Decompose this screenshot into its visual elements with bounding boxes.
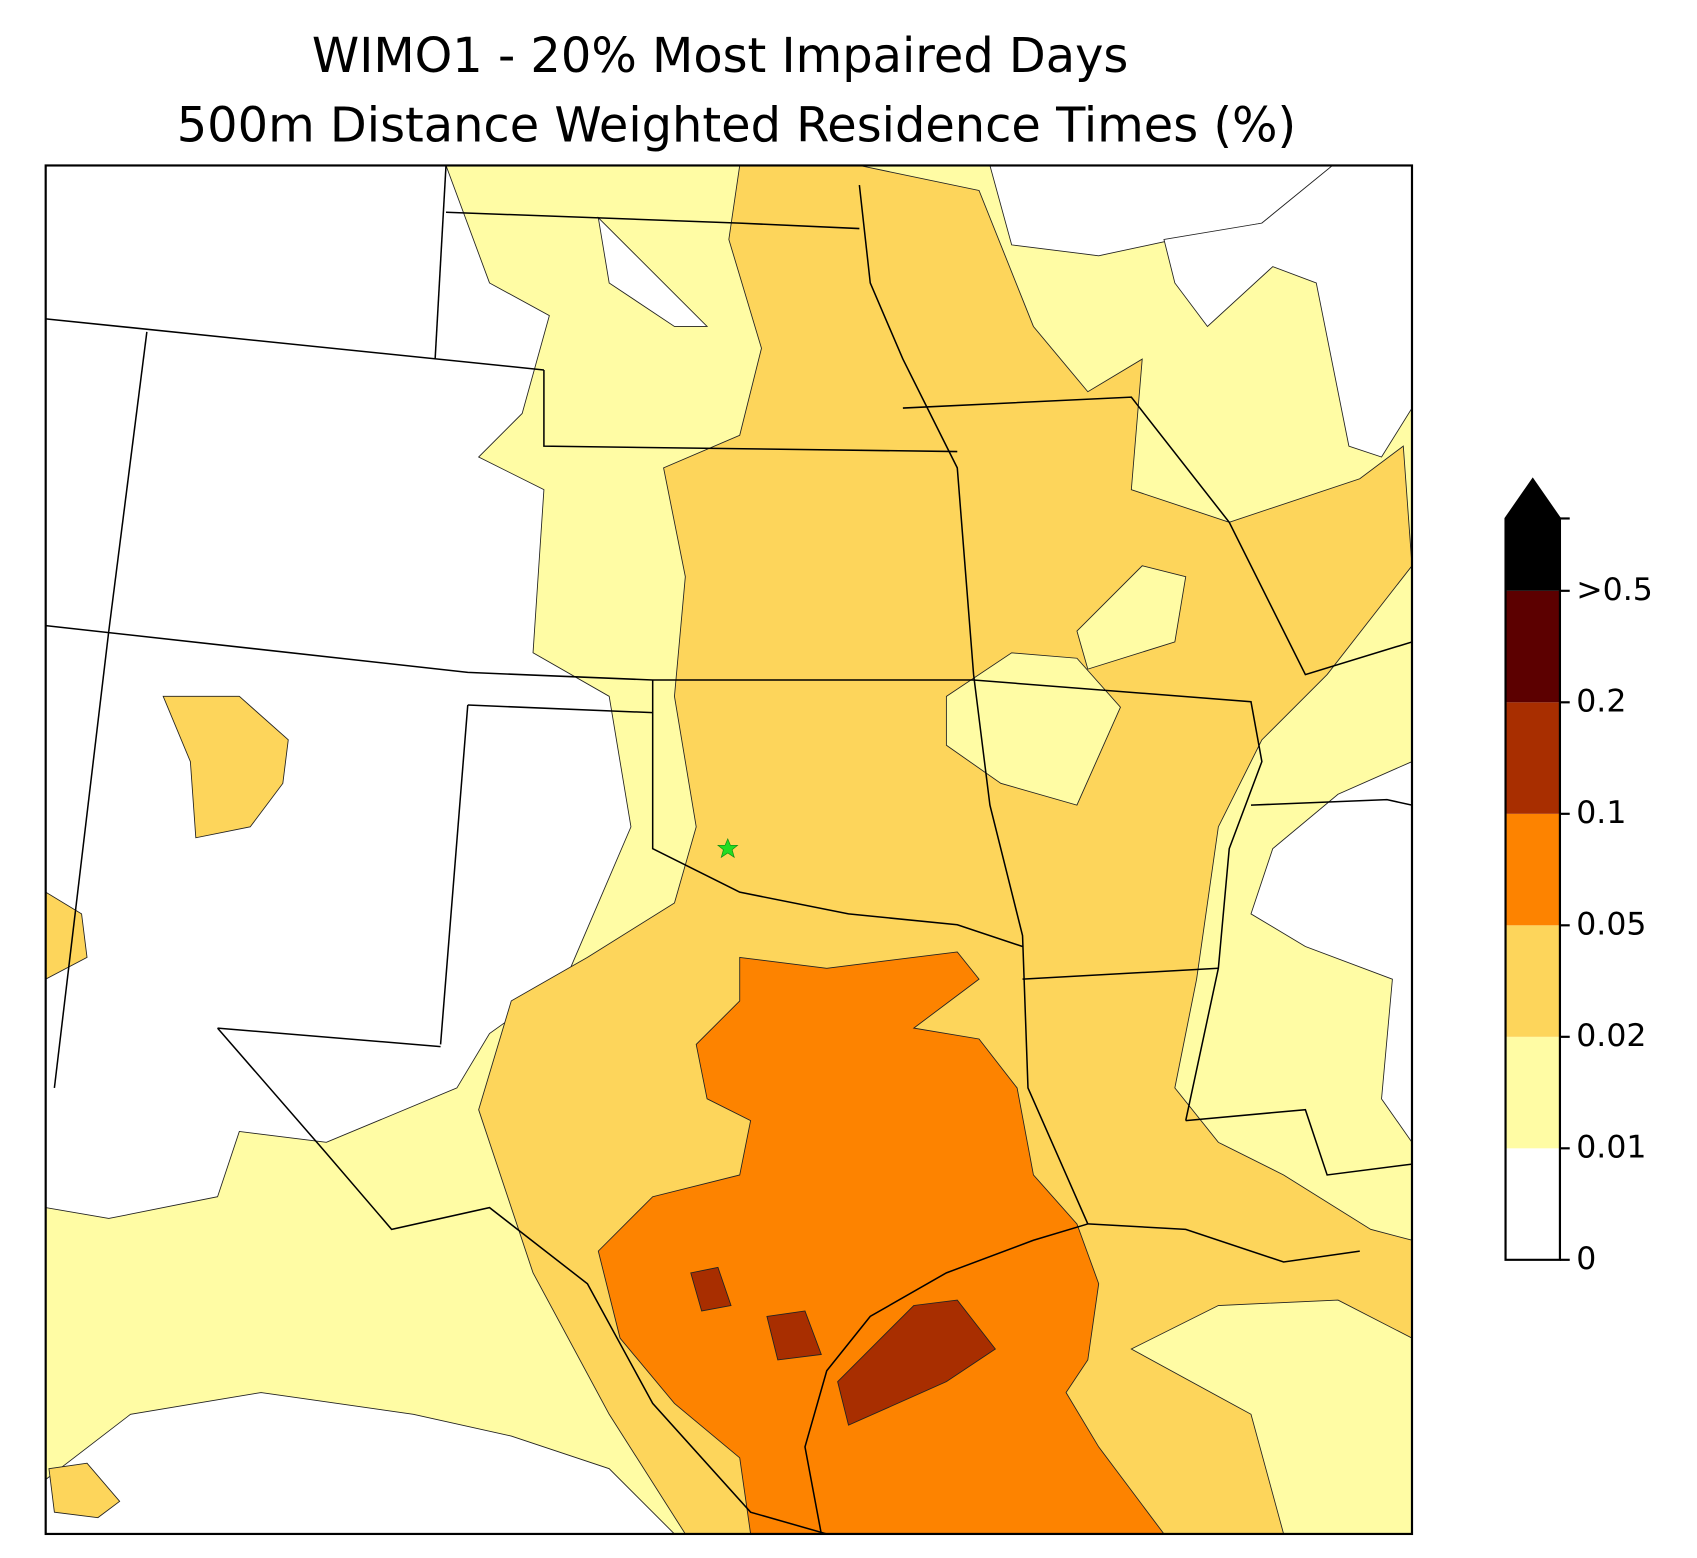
contour-low: [945, 652, 1121, 806]
contour-top: [766, 1310, 822, 1361]
contour-blank: [1250, 761, 1412, 1144]
colorbar: 0 0.01 0.02 0.05 0.1 0.2 >0.5: [1504, 477, 1653, 1277]
map-area: [45, 165, 1412, 1534]
colorbar-tick-label: 0: [1576, 1241, 1596, 1277]
site-marker: [717, 837, 739, 859]
colorbar-outline: [1504, 477, 1562, 1261]
colorbar-tick-label: >0.5: [1576, 572, 1653, 608]
state-borders: [45, 165, 1412, 1534]
contour-low: [1130, 1299, 1412, 1534]
map-frame: [44, 164, 1414, 1536]
contour-mid: [45, 891, 88, 980]
title-line-2: 500m Distance Weighted Residence Times (…: [177, 99, 1296, 154]
colorbar-segment: [1505, 1036, 1560, 1149]
contour-top: [837, 1299, 996, 1426]
colorbar-tick-label: 0.02: [1576, 1018, 1646, 1054]
colorbar-tick-label: 0.01: [1576, 1129, 1646, 1165]
colorbar-tick-label: 0.2: [1576, 683, 1626, 719]
contour-mid: [48, 1462, 121, 1519]
colorbar-segment: [1505, 1148, 1560, 1260]
colorbar-tick-label: 0.05: [1576, 906, 1646, 942]
colorbar-tick-label: 0.1: [1576, 795, 1626, 831]
colorbar-segment: [1505, 813, 1560, 926]
title-line-1: WIMO1 - 20% Most Impaired Days: [312, 29, 1128, 84]
contour-top: [690, 1266, 732, 1312]
contour-high: [597, 951, 1165, 1534]
contour-blank: [1163, 165, 1412, 458]
contour-blank: [45, 1392, 676, 1534]
contour-low: [1076, 565, 1187, 670]
contour-mid: [162, 695, 289, 839]
colorbar-segment: [1505, 925, 1560, 1037]
colorbar-segment: [1505, 590, 1560, 703]
colorbar-segment: [1505, 702, 1560, 814]
contour-blank: [597, 216, 709, 327]
colorbar-extension: [1505, 517, 1560, 591]
colorbar-arrow: [1505, 479, 1560, 519]
